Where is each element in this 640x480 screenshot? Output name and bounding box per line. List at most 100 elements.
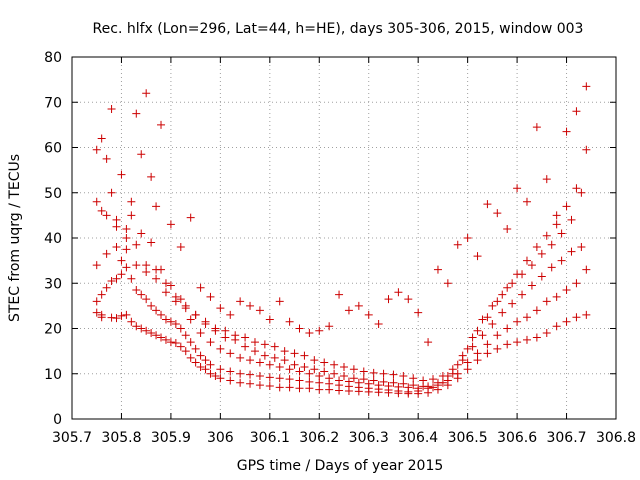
data-point [522, 197, 531, 206]
x-tick-label: 306.4 [398, 430, 438, 446]
data-point [458, 351, 467, 360]
data-point [152, 202, 161, 211]
data-point [305, 377, 314, 386]
x-tick-labels: 305.7 305.8 305.9 306 306.1 306.2 306.3 306.4 30… [52, 430, 636, 446]
data-point [92, 197, 101, 206]
data-point [330, 360, 339, 369]
data-point [389, 378, 398, 387]
data-point [166, 317, 175, 326]
data-point [305, 369, 314, 378]
data-point [132, 261, 141, 270]
data-point [137, 324, 146, 333]
data-point [354, 378, 363, 387]
data-point [508, 299, 517, 308]
data-point [226, 349, 235, 358]
data-point [503, 340, 512, 349]
data-point [157, 265, 166, 274]
data-point [473, 326, 482, 335]
data-point [562, 127, 571, 136]
y-tick-label: 70 [44, 95, 62, 111]
data-point [572, 184, 581, 193]
data-point [547, 263, 556, 272]
data-point [171, 338, 180, 347]
data-point [97, 206, 106, 215]
data-point [132, 286, 141, 295]
data-point [335, 376, 344, 385]
data-point [315, 326, 324, 335]
data-point [122, 245, 131, 254]
data-point [522, 313, 531, 322]
data-point [206, 360, 215, 369]
y-axis-label: STEC from uqrg / TECUs [7, 154, 23, 322]
data-point [577, 188, 586, 197]
data-point [503, 283, 512, 292]
axis-ticks [71, 56, 617, 420]
data-point [92, 145, 101, 154]
x-tick-label: 306.7 [546, 430, 586, 446]
data-point [127, 211, 136, 220]
data-point [176, 324, 185, 333]
data-point [142, 295, 151, 304]
data-point [92, 297, 101, 306]
data-point [379, 369, 388, 378]
data-point [250, 347, 259, 356]
data-point [275, 374, 284, 383]
data-point [305, 329, 314, 338]
data-point [285, 317, 294, 326]
data-point [206, 338, 215, 347]
data-point [518, 290, 527, 299]
data-point [404, 383, 413, 392]
data-point [542, 297, 551, 306]
data-point [384, 381, 393, 390]
y-tick-label: 60 [44, 141, 62, 157]
data-point [429, 375, 438, 384]
data-point [176, 342, 185, 351]
data-point [265, 315, 274, 324]
data-point [443, 279, 452, 288]
data-point [562, 286, 571, 295]
data-point [508, 279, 517, 288]
data-point [186, 353, 195, 362]
data-point [493, 331, 502, 340]
x-tick-label: 306.8 [596, 430, 636, 446]
data-point [161, 335, 170, 344]
x-tick-label: 306.6 [497, 430, 537, 446]
data-point [409, 374, 418, 383]
data-point [513, 317, 522, 326]
x-tick-label: 306.3 [349, 430, 389, 446]
data-point [478, 331, 487, 340]
data-point [231, 335, 240, 344]
data-point [147, 329, 156, 338]
data-point [473, 349, 482, 358]
x-axis-label: GPS time / Days of year 2015 [237, 458, 444, 474]
data-point [537, 272, 546, 281]
data-point [478, 315, 487, 324]
data-point [295, 384, 304, 393]
data-point [102, 154, 111, 163]
data-point [453, 240, 462, 249]
data-point [196, 283, 205, 292]
y-tick-label: 0 [53, 412, 62, 428]
data-point [157, 310, 166, 319]
data-point [132, 240, 141, 249]
data-point [424, 382, 433, 391]
data-point [557, 256, 566, 265]
data-point [147, 301, 156, 310]
data-point [359, 375, 368, 384]
data-point [290, 360, 299, 369]
data-point [483, 313, 492, 322]
data-point [191, 310, 200, 319]
data-point [236, 378, 245, 387]
data-point [255, 381, 264, 390]
data-point [364, 310, 373, 319]
data-point [275, 362, 284, 371]
data-point [117, 170, 126, 179]
data-point [107, 276, 116, 285]
y-tick-label: 30 [44, 276, 62, 292]
data-point [325, 322, 334, 331]
data-point [527, 281, 536, 290]
data-point [181, 331, 190, 340]
data-point [344, 306, 353, 315]
data-point [532, 123, 541, 132]
